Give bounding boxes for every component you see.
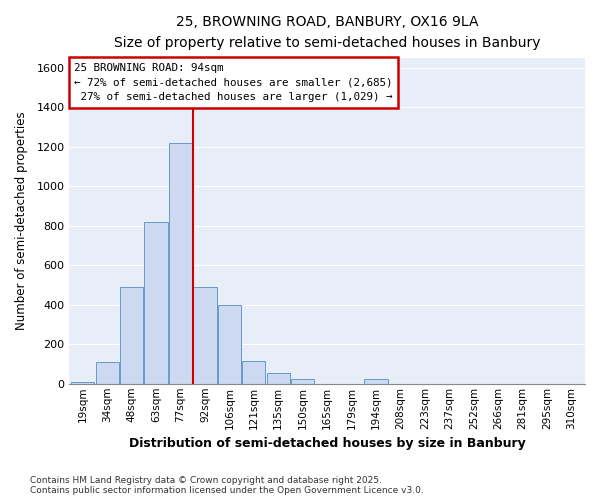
Bar (242, 361, 265, 384)
Bar (95, 362, 119, 384)
Bar (120, 287, 143, 384)
Bar (218, 304, 241, 384)
Title: 25, BROWNING ROAD, BANBURY, OX16 9LA
Size of property relative to semi-detached : 25, BROWNING ROAD, BANBURY, OX16 9LA Siz… (114, 15, 541, 50)
Text: 25 BROWNING ROAD: 94sqm
← 72% of semi-detached houses are smaller (2,685)
 27% o: 25 BROWNING ROAD: 94sqm ← 72% of semi-de… (74, 62, 393, 102)
Bar (266, 373, 290, 384)
Bar (193, 287, 217, 384)
X-axis label: Distribution of semi-detached houses by size in Banbury: Distribution of semi-detached houses by … (129, 437, 526, 450)
Bar (364, 379, 388, 384)
Bar (169, 142, 192, 384)
Bar (291, 379, 314, 384)
Text: Contains HM Land Registry data © Crown copyright and database right 2025.
Contai: Contains HM Land Registry data © Crown c… (30, 476, 424, 495)
Bar (71, 382, 94, 384)
Y-axis label: Number of semi-detached properties: Number of semi-detached properties (15, 112, 28, 330)
Bar (145, 222, 167, 384)
